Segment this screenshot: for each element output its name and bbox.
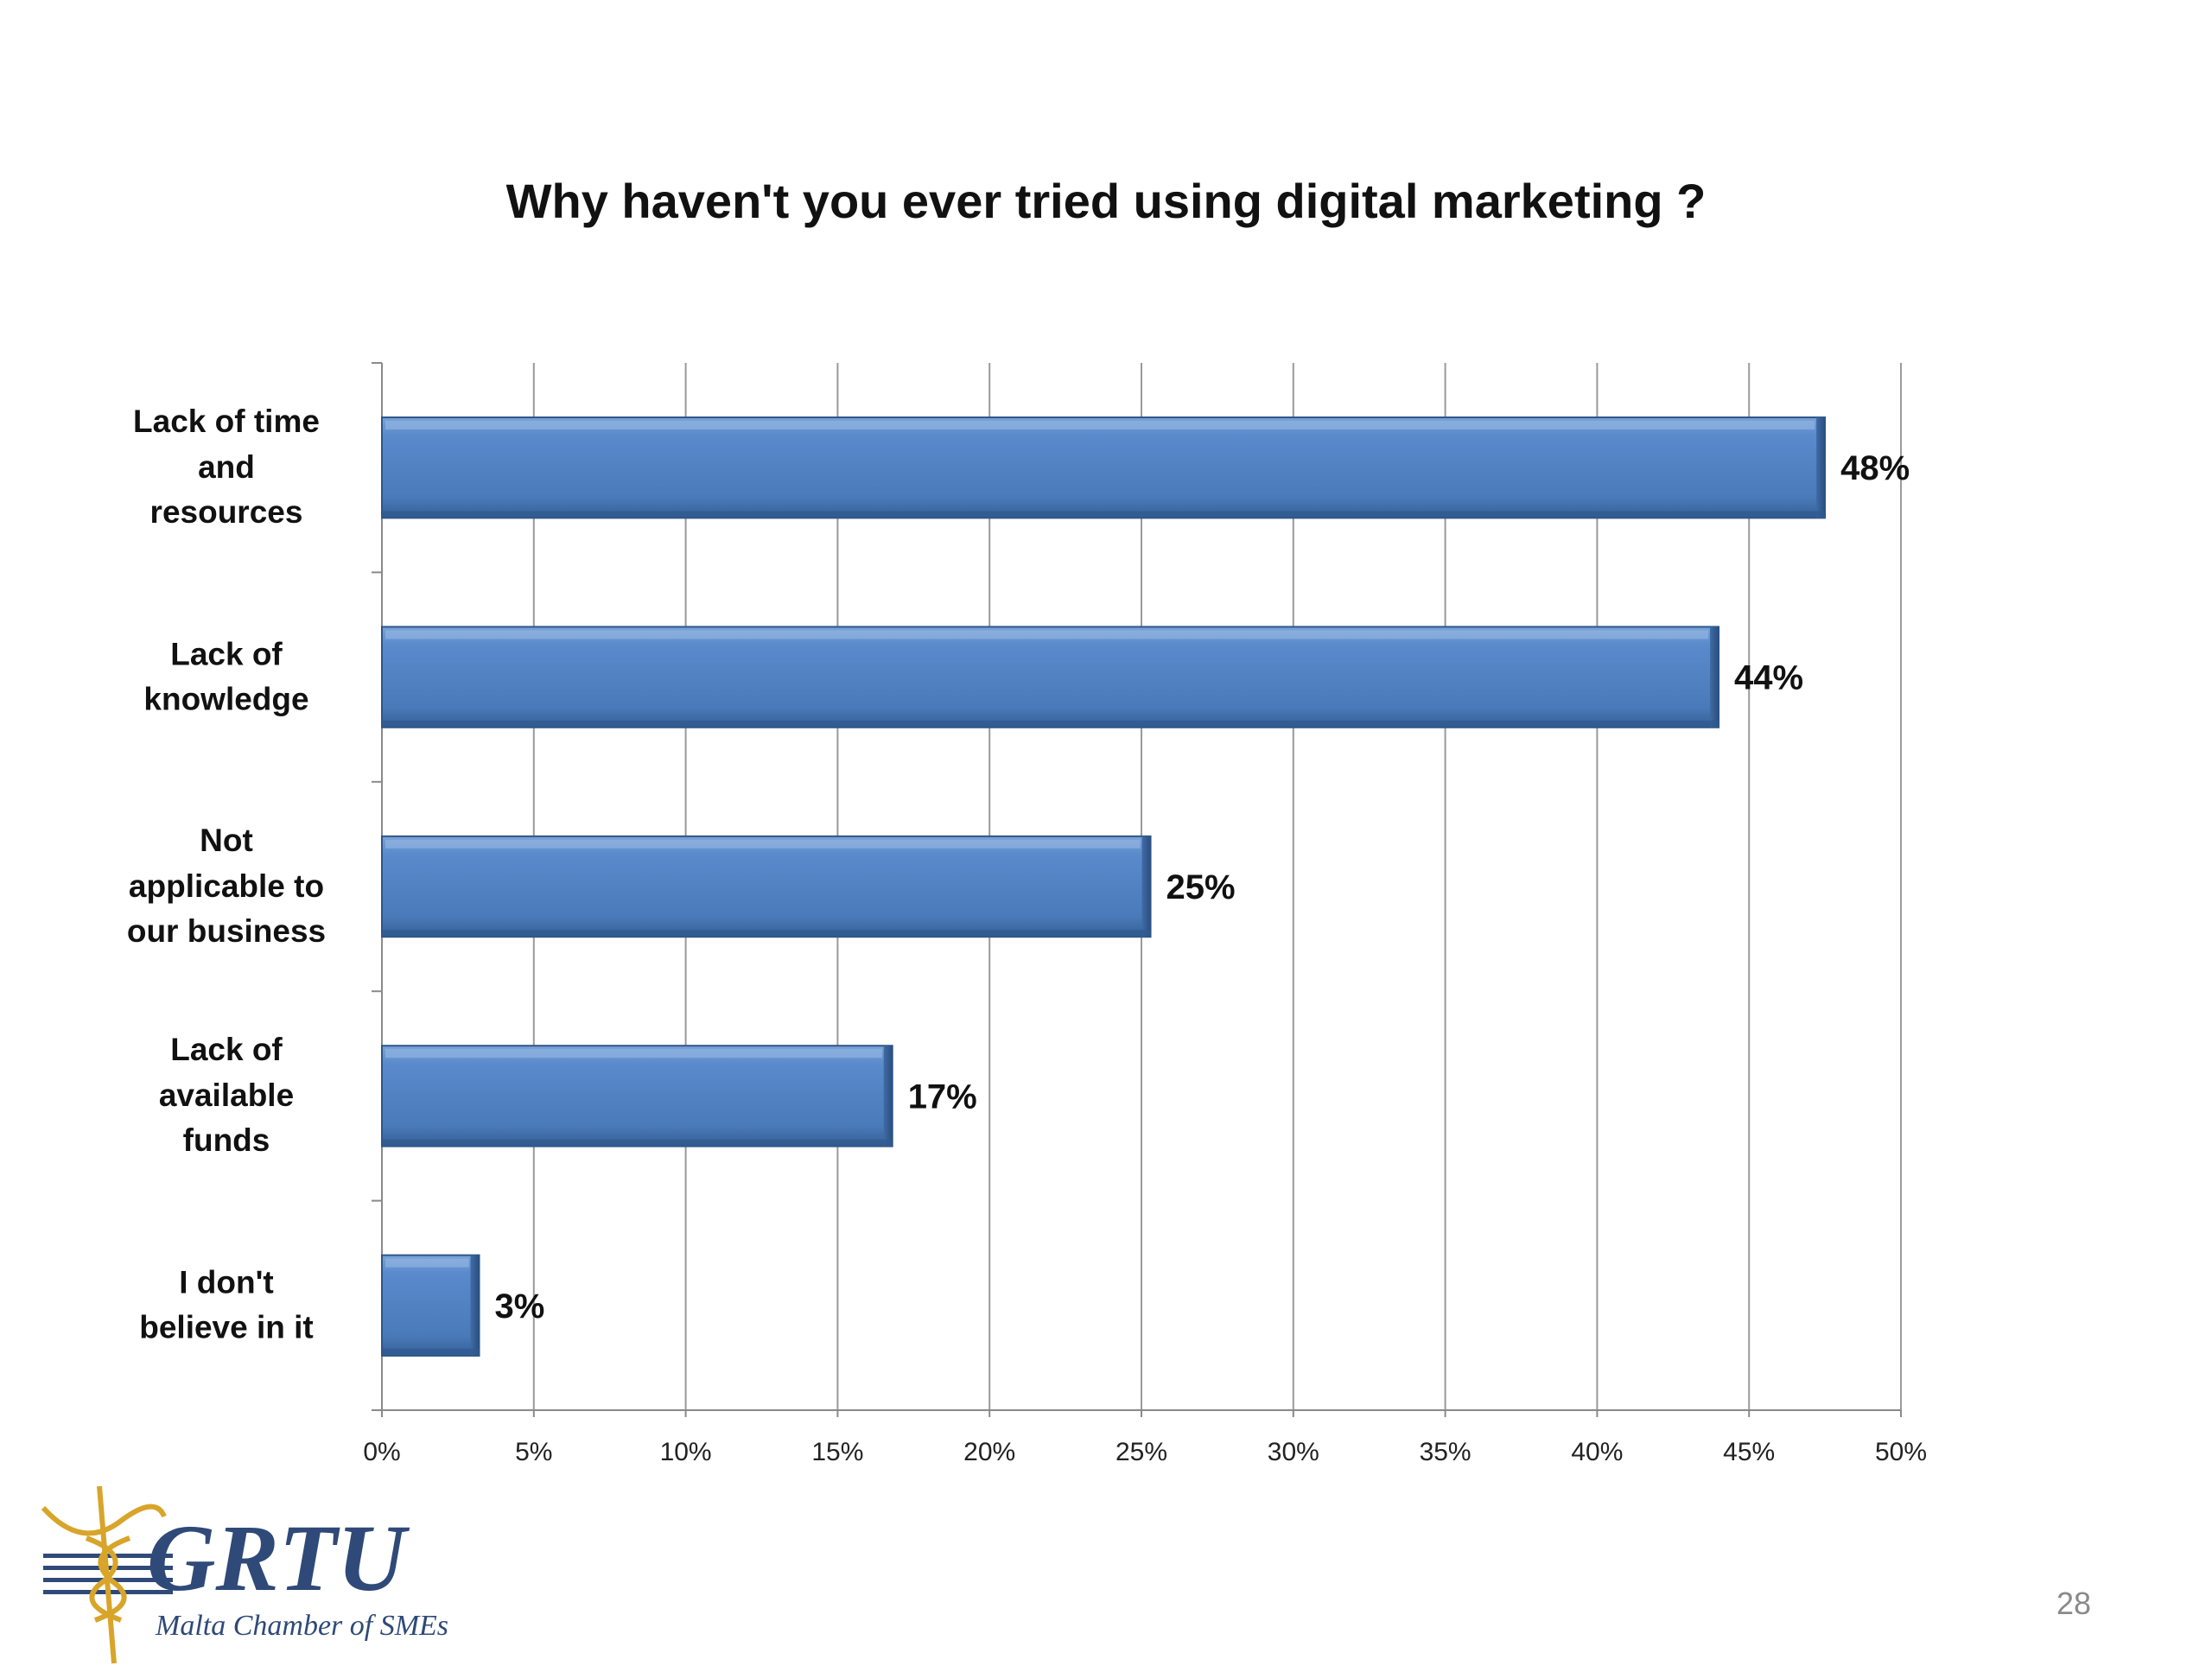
bars bbox=[381, 416, 1827, 1357]
data-label: 25% bbox=[1166, 868, 1236, 906]
category-label: Lack of time and resources bbox=[97, 399, 356, 536]
category-label: Lack of knowledge bbox=[97, 632, 356, 722]
category-label: Not applicable to our business bbox=[97, 818, 356, 955]
x-tick-label: 20% bbox=[963, 1438, 1015, 1466]
x-tick-label: 15% bbox=[811, 1438, 863, 1466]
x-tick-label: 40% bbox=[1571, 1438, 1623, 1466]
bar bbox=[381, 835, 1152, 938]
data-label: 3% bbox=[495, 1287, 545, 1326]
data-label: 17% bbox=[908, 1078, 977, 1116]
chart-title: Why haven't you ever tried using digital… bbox=[505, 174, 1707, 228]
category-label-line: Lack of bbox=[170, 1032, 283, 1068]
x-tick-label: 10% bbox=[660, 1438, 712, 1466]
category-label-line: believe in it bbox=[139, 1309, 314, 1345]
x-tick-label: 30% bbox=[1268, 1438, 1319, 1466]
bar bbox=[381, 416, 1827, 519]
category-label-line: available bbox=[158, 1078, 295, 1114]
x-tick-labels: 0% 5% 10% 15% 20% 25% 30% 35% 40% 45% 50% bbox=[363, 1438, 1927, 1466]
data-labels: 48% 44% 25% 17% 3% bbox=[495, 449, 1910, 1326]
data-label: 44% bbox=[1734, 659, 1803, 697]
page-number: 28 bbox=[2056, 1586, 2092, 1621]
category-label-line: I don't bbox=[179, 1264, 274, 1300]
bar bbox=[381, 1045, 893, 1148]
x-tick-label: 0% bbox=[363, 1438, 400, 1466]
category-label: Lack of available funds bbox=[97, 1028, 356, 1165]
grtu-logo: GRTU Malta Chamber of SMEs bbox=[35, 1469, 449, 1672]
x-tick-label: 35% bbox=[1420, 1438, 1471, 1466]
category-label-line: funds bbox=[182, 1122, 270, 1159]
category-label: I don't believe in it bbox=[97, 1260, 356, 1351]
data-label: 48% bbox=[1840, 449, 1910, 487]
x-tick-label: 25% bbox=[1116, 1438, 1167, 1466]
bar bbox=[381, 626, 1720, 728]
bar bbox=[381, 1254, 480, 1357]
category-label-line: Lack of time bbox=[133, 404, 320, 440]
category-label-line: resources bbox=[149, 494, 303, 531]
logo-wordmark: GRTU bbox=[147, 1505, 410, 1611]
category-label-line: and bbox=[198, 448, 255, 485]
category-label-line: knowledge bbox=[143, 681, 309, 717]
category-label-line: applicable to bbox=[128, 868, 325, 904]
x-tick-label: 50% bbox=[1875, 1438, 1927, 1466]
category-label-line: our business bbox=[126, 913, 327, 950]
x-tick-label: 5% bbox=[515, 1438, 552, 1466]
x-tick-label: 45% bbox=[1723, 1438, 1775, 1466]
caduceus-icon bbox=[41, 1485, 167, 1664]
category-label-line: Lack of bbox=[170, 636, 283, 672]
category-label-line: Not bbox=[200, 823, 253, 859]
logo-subtitle: Malta Chamber of SMEs bbox=[155, 1610, 448, 1642]
